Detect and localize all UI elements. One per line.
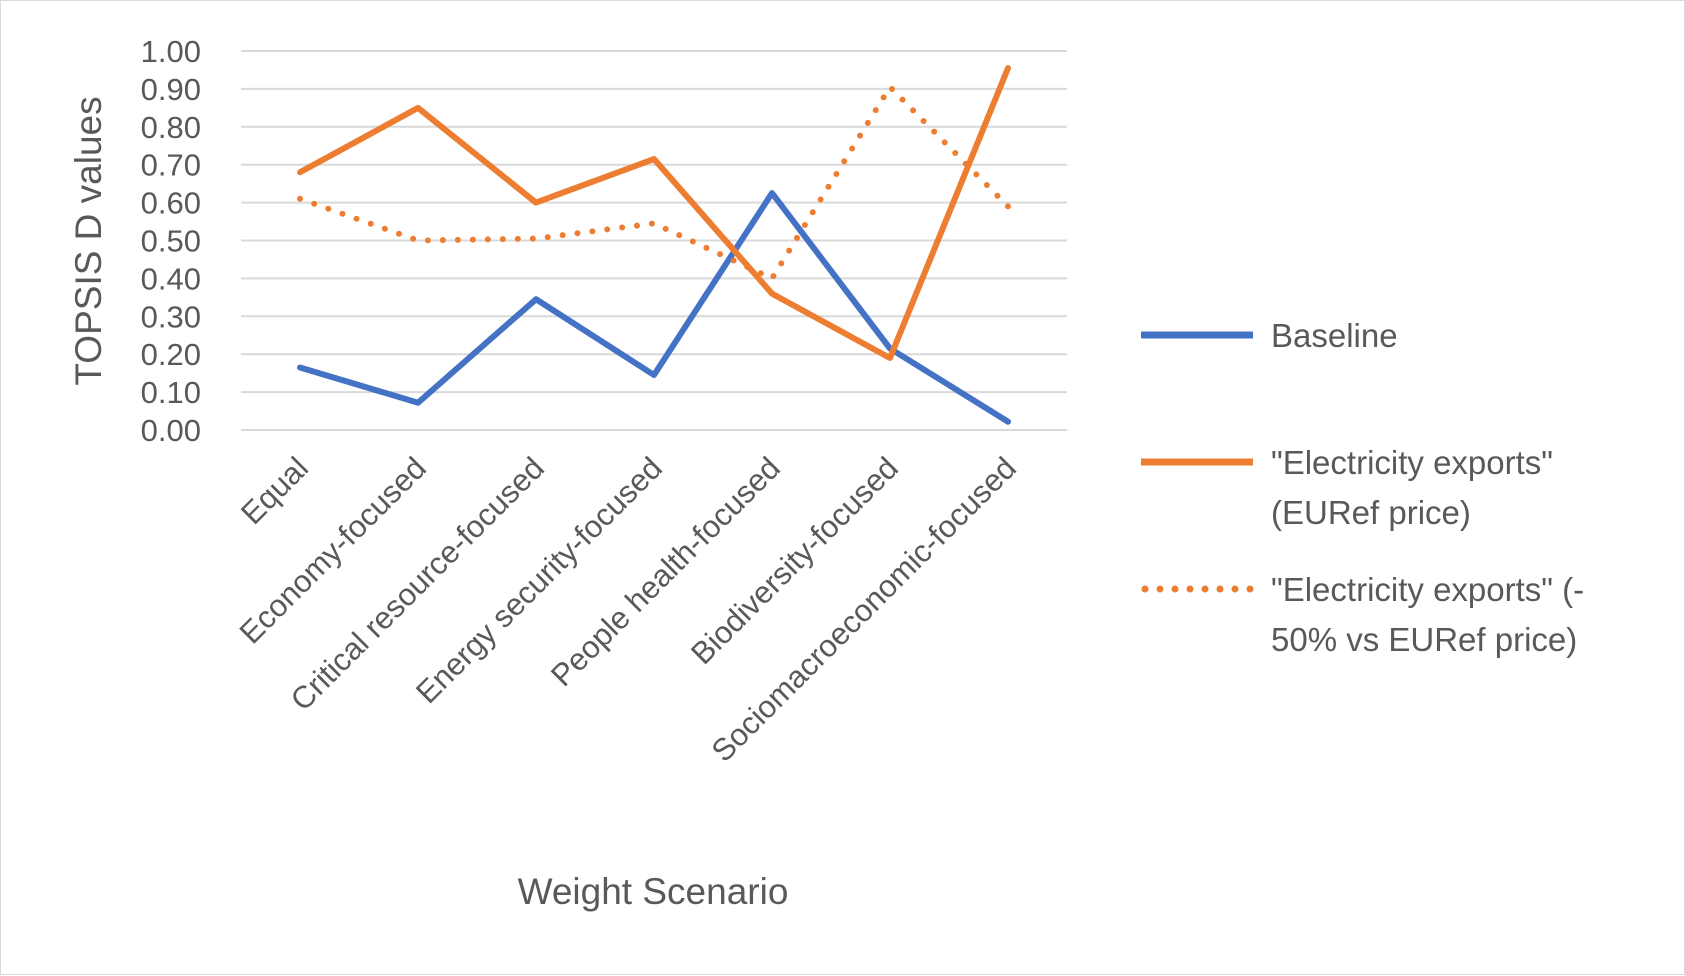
x-tick-label: Energy security-focused [409, 450, 669, 710]
y-tick-label: 0.00 [141, 413, 201, 448]
legend-label: "Electricity exports" (- [1271, 571, 1584, 608]
series-line-3 [297, 84, 1011, 282]
legend-label: "Electricity exports" [1271, 444, 1553, 481]
x-tick-label: People health-focused [544, 450, 787, 693]
legend-label: 50% vs EURef price) [1271, 621, 1577, 658]
y-tick-label: 0.20 [141, 337, 201, 372]
y-tick-label: 0.30 [141, 299, 201, 334]
y-tick-label: 0.90 [141, 72, 201, 107]
y-tick-label: 0.70 [141, 148, 201, 183]
legend-label: Baseline [1271, 317, 1398, 354]
y-axis-title: TOPSIS D values [68, 96, 109, 385]
series-line-1 [297, 190, 1011, 425]
series-line-2 [297, 65, 1011, 361]
y-tick-label: 0.50 [141, 224, 201, 259]
y-tick-label: 0.80 [141, 110, 201, 145]
y-tick-label: 0.10 [141, 375, 201, 410]
y-tick-label: 0.40 [141, 261, 201, 296]
x-tick-label: Biodiversity-focused [684, 450, 905, 671]
x-tick-label: Equal [234, 450, 315, 531]
legend: Baseline "Electricity exports" (EURef pric… [1141, 317, 1584, 658]
series-lines [297, 65, 1011, 425]
legend-label: (EURef price) [1271, 494, 1471, 531]
y-tick-label: 1.00 [141, 34, 201, 69]
x-axis-title: Weight Scenario [518, 871, 789, 912]
y-tick-label: 0.60 [141, 186, 201, 221]
y-axis-ticks: 0.000.100.200.300.400.500.600.700.800.90… [141, 34, 201, 448]
